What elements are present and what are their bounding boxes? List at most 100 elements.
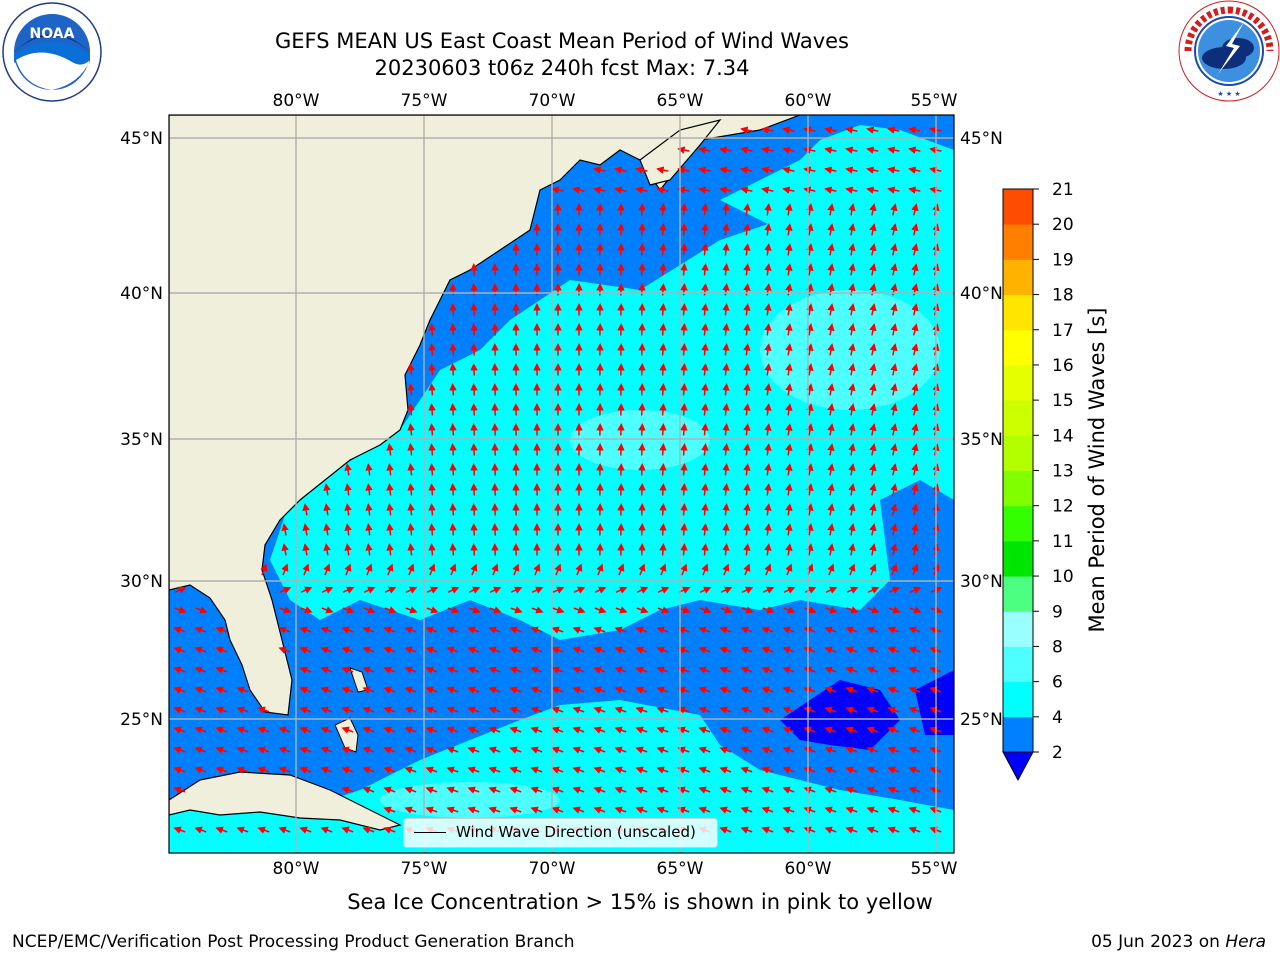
wind-arrow bbox=[806, 323, 814, 336]
wind-arrow bbox=[383, 826, 396, 834]
wind-arrow bbox=[743, 203, 751, 216]
wind-arrow bbox=[489, 606, 502, 614]
wind-arrow bbox=[866, 626, 879, 634]
wind-arrow bbox=[827, 543, 835, 556]
wind-arrow bbox=[531, 586, 544, 594]
wind-arrow bbox=[699, 606, 712, 614]
wind-arrow bbox=[614, 726, 627, 734]
wind-arrow bbox=[911, 363, 919, 376]
wind-arrow bbox=[911, 343, 919, 356]
svg-text:NOAA: NOAA bbox=[30, 26, 75, 42]
wind-arrow bbox=[866, 746, 879, 754]
wind-arrow bbox=[848, 443, 856, 456]
wind-arrow bbox=[470, 463, 478, 476]
wind-arrow bbox=[827, 403, 835, 416]
wind-arrow bbox=[764, 343, 772, 356]
wind-arrow bbox=[848, 343, 856, 356]
wind-arrow bbox=[827, 563, 835, 576]
wind-arrow bbox=[278, 766, 291, 774]
wind-arrow bbox=[446, 686, 459, 694]
wind-arrow bbox=[362, 746, 375, 754]
colorbar-tick-label: 8 bbox=[1052, 637, 1063, 657]
wind-arrow bbox=[680, 223, 688, 236]
wind-arrow bbox=[869, 263, 877, 276]
wind-arrow bbox=[512, 563, 520, 576]
wind-arrow bbox=[446, 726, 459, 734]
wind-arrow bbox=[488, 726, 501, 734]
wind-arrow bbox=[890, 223, 898, 236]
wind-arrow bbox=[743, 243, 751, 256]
wind-arrow bbox=[680, 383, 688, 396]
wind-arrow bbox=[551, 646, 564, 654]
wind-arrow bbox=[869, 443, 877, 456]
wind-arrow bbox=[761, 766, 774, 774]
colorbar-segment bbox=[1003, 400, 1033, 436]
wind-arrow bbox=[449, 523, 457, 536]
wind-arrow bbox=[785, 503, 793, 516]
wind-arrow bbox=[614, 626, 627, 634]
wind-arrow bbox=[173, 746, 186, 754]
wind-arrow bbox=[174, 586, 187, 594]
wind-arrow bbox=[866, 666, 879, 674]
wind-arrow bbox=[386, 523, 394, 536]
wind-arrow bbox=[848, 423, 856, 436]
wind-arrow bbox=[764, 203, 772, 216]
wind-arrow bbox=[719, 726, 732, 734]
wind-arrow bbox=[848, 203, 856, 216]
wind-arrow bbox=[383, 786, 396, 794]
wind-arrow bbox=[803, 806, 816, 814]
wind-arrow bbox=[470, 543, 478, 556]
wind-arrow bbox=[656, 646, 669, 654]
wind-arrow bbox=[804, 606, 817, 614]
wind-arrow bbox=[680, 243, 688, 256]
wind-arrow bbox=[638, 283, 646, 296]
wind-arrow bbox=[698, 746, 711, 754]
wind-arrow bbox=[824, 646, 837, 654]
wind-arrow bbox=[680, 483, 688, 496]
wind-arrow bbox=[701, 323, 709, 336]
wind-arrow bbox=[467, 626, 480, 634]
wind-arrow bbox=[593, 626, 606, 634]
wind-arrow bbox=[845, 666, 858, 674]
wind-arrow bbox=[341, 686, 354, 694]
wind-arrow bbox=[911, 523, 919, 536]
wind-arrow bbox=[806, 503, 814, 516]
colorbar-segment bbox=[1003, 576, 1033, 612]
wind-arrow bbox=[656, 806, 669, 814]
wind-arrow bbox=[719, 646, 732, 654]
wind-arrow bbox=[806, 423, 814, 436]
wind-arrow bbox=[384, 586, 397, 594]
wind-arrow bbox=[887, 726, 900, 734]
wind-arrow bbox=[887, 646, 900, 654]
wind-arrow bbox=[656, 746, 669, 754]
wind-arrow bbox=[908, 166, 921, 174]
wind-arrow bbox=[782, 166, 795, 174]
wind-arrow bbox=[530, 766, 543, 774]
wind-arrow bbox=[866, 826, 879, 834]
svg-text:★ ★ ★: ★ ★ ★ bbox=[1217, 90, 1240, 98]
wind-arrow bbox=[323, 483, 331, 496]
wind-arrow bbox=[659, 543, 667, 556]
wind-arrow bbox=[699, 586, 712, 594]
wind-arrow bbox=[425, 746, 438, 754]
lat-tick-left: 30°N bbox=[120, 572, 163, 592]
wind-arrow bbox=[573, 586, 586, 594]
wind-arrow bbox=[764, 263, 772, 276]
wind-arrow bbox=[719, 826, 732, 834]
wind-arrow bbox=[782, 646, 795, 654]
wind-arrow bbox=[405, 586, 418, 594]
wind-arrow bbox=[743, 543, 751, 556]
colorbar-segment bbox=[1003, 329, 1033, 366]
wind-arrow bbox=[722, 543, 730, 556]
wind-arrow bbox=[365, 563, 373, 576]
wind-arrow bbox=[890, 303, 898, 316]
wind-arrow bbox=[215, 626, 228, 634]
wind-arrow bbox=[740, 786, 753, 794]
land-cuba bbox=[169, 771, 402, 831]
wind-arrow bbox=[869, 403, 877, 416]
wind-arrow bbox=[701, 223, 709, 236]
colorbar-tick-label: 11 bbox=[1052, 532, 1074, 552]
wind-arrow bbox=[824, 686, 837, 694]
wind-arrow bbox=[845, 826, 858, 834]
wind-arrow bbox=[659, 203, 667, 216]
